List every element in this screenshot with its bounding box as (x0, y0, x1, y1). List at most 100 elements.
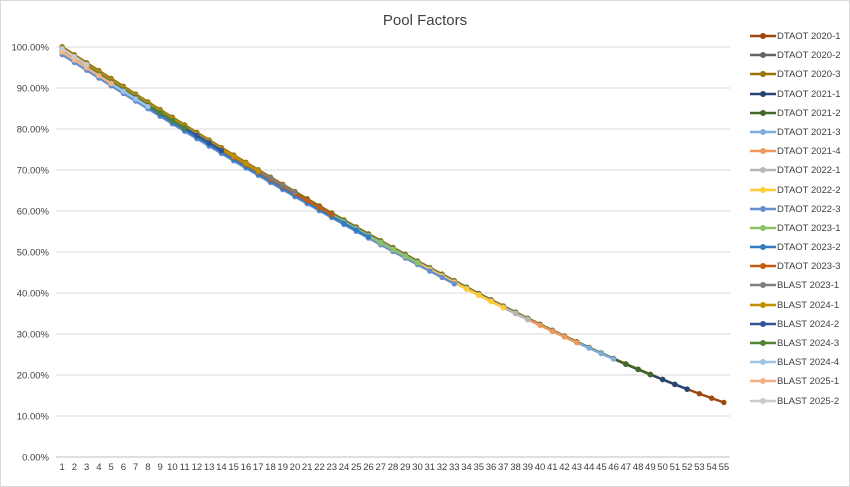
data-point (145, 103, 151, 110)
y-tick-label: 30.00% (17, 330, 50, 341)
data-point (316, 205, 323, 211)
x-tick-label: 55 (719, 462, 730, 473)
x-tick-label: 5 (108, 462, 113, 473)
x-tick-label: 8 (145, 462, 150, 473)
legend-swatch (750, 301, 776, 308)
series-dtaot-2020-3 (59, 44, 678, 387)
legend-label: BLAST 2024-4 (777, 357, 840, 369)
data-point (500, 304, 506, 311)
data-point (672, 381, 678, 388)
data-point (537, 322, 543, 329)
data-point (598, 350, 605, 357)
legend-label: DTAOT 2021-2 (777, 107, 841, 119)
x-tick-label: 54 (706, 462, 717, 473)
x-tick-label: 29 (400, 462, 411, 473)
legend-item: DTAOT 2023-2 (748, 241, 848, 260)
data-point (561, 334, 568, 340)
x-tick-label: 15 (228, 462, 239, 473)
series-dtaot-2020-1 (59, 44, 727, 406)
x-tick-label: 40 (535, 462, 546, 473)
data-point (71, 54, 78, 60)
x-tick-label: 36 (486, 462, 497, 473)
legend-item: DTAOT 2021-1 (748, 88, 848, 107)
data-point (96, 72, 102, 79)
data-point (206, 140, 212, 146)
data-point (243, 161, 249, 167)
series-line (61, 48, 688, 391)
legend-swatch (750, 33, 776, 39)
data-point (659, 376, 666, 383)
legend-swatch (750, 52, 776, 59)
data-point (108, 80, 114, 87)
data-point (378, 240, 384, 246)
data-point (120, 88, 127, 95)
legend-label: DTAOT 2022-2 (777, 184, 841, 196)
legend-label: DTAOT 2022-3 (777, 203, 841, 215)
series-dtaot-2021-1 (59, 46, 690, 392)
series-blast-2025-1 (59, 49, 114, 87)
legend-item: DTAOT 2023-3 (748, 260, 848, 279)
x-tick-label: 33 (449, 462, 460, 473)
legend-swatch (750, 282, 776, 289)
legend-item: DTAOT 2022-1 (748, 164, 848, 183)
legend-swatch (750, 320, 776, 327)
legend-item: BLAST 2023-1 (748, 279, 848, 298)
series-line (61, 46, 688, 391)
x-tick-label: 31 (424, 462, 435, 473)
legend-label: DTAOT 2021-1 (777, 88, 841, 100)
legend-item: BLAST 2025-2 (748, 395, 848, 414)
legend-label: BLAST 2023-1 (777, 280, 840, 292)
x-tick-label: 41 (547, 462, 558, 473)
legend-swatch (750, 148, 776, 155)
x-tick-label: 53 (694, 462, 705, 473)
legend-item: DTAOT 2021-3 (748, 126, 848, 145)
legend: DTAOT 2020-1 DTAOT 2020-2 DTAOT 2020-3 DTAO… (748, 30, 848, 414)
x-tick-label: 2 (72, 462, 77, 473)
legend-swatch (750, 167, 776, 174)
data-point (635, 366, 641, 373)
data-point (390, 246, 396, 253)
x-tick-label: 48 (633, 462, 644, 473)
x-tick-label: 9 (158, 462, 163, 473)
data-point (721, 399, 727, 406)
x-tick-label: 14 (216, 462, 227, 473)
legend-swatch (750, 109, 776, 116)
legend-swatch (750, 359, 776, 366)
legend-item: DTAOT 2022-2 (748, 184, 848, 203)
data-point (439, 274, 445, 281)
legend-label: DTAOT 2020-2 (777, 50, 841, 62)
x-tick-label: 34 (461, 462, 472, 473)
data-point (414, 260, 421, 266)
x-tick-label: 23 (326, 462, 337, 473)
legend-label: BLAST 2024-2 (777, 318, 840, 330)
x-tick-label: 37 (498, 462, 509, 473)
y-tick-label: 90.00% (17, 84, 50, 95)
data-point (267, 175, 274, 181)
x-tick-label: 25 (351, 462, 362, 473)
data-point (610, 356, 617, 362)
x-tick-label: 47 (621, 462, 632, 473)
legend-item: BLAST 2024-1 (748, 299, 848, 318)
legend-item: DTAOT 2022-3 (748, 203, 848, 222)
x-tick-label: 50 (657, 462, 668, 473)
data-point (476, 292, 482, 299)
x-tick-label: 27 (375, 462, 386, 473)
legend-label: BLAST 2024-1 (777, 299, 840, 311)
legend-label: DTAOT 2021-3 (777, 126, 841, 138)
x-tick-label: 24 (339, 462, 350, 473)
legend-label: DTAOT 2023-3 (777, 261, 841, 273)
y-tick-label: 50.00% (17, 248, 50, 259)
data-point (169, 117, 176, 124)
data-point (83, 62, 90, 68)
data-point (488, 298, 494, 305)
legend-item: DTAOT 2020-2 (748, 49, 848, 68)
data-point (230, 153, 237, 160)
legend-label: DTAOT 2020-3 (777, 69, 841, 81)
x-tick-label: 12 (192, 462, 203, 473)
y-tick-label: 100.00% (11, 43, 49, 54)
x-tick-label: 21 (302, 462, 313, 473)
x-tick-label: 42 (559, 462, 570, 473)
legend-swatch (750, 186, 776, 193)
x-tick-label: 52 (682, 462, 693, 473)
x-tick-label: 18 (265, 462, 276, 473)
